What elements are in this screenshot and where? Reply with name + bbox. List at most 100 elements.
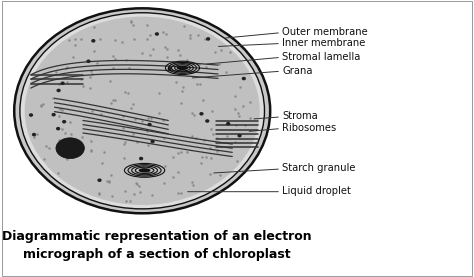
Point bbox=[195, 62, 203, 66]
Ellipse shape bbox=[97, 178, 101, 182]
Point bbox=[206, 145, 213, 150]
Point bbox=[129, 23, 137, 27]
Point bbox=[170, 175, 177, 179]
Point bbox=[58, 108, 66, 112]
Text: Grana: Grana bbox=[282, 66, 312, 76]
Ellipse shape bbox=[237, 134, 242, 137]
Point bbox=[127, 199, 134, 203]
Point bbox=[46, 145, 53, 150]
Point bbox=[236, 114, 243, 118]
Point bbox=[103, 178, 110, 183]
Point bbox=[144, 116, 152, 120]
Text: micrograph of a section of chloroplast: micrograph of a section of chloroplast bbox=[23, 248, 290, 261]
Point bbox=[77, 37, 85, 41]
Point bbox=[159, 30, 167, 34]
Point bbox=[100, 150, 108, 154]
Point bbox=[34, 132, 41, 136]
Point bbox=[223, 134, 231, 138]
Point bbox=[120, 156, 128, 160]
Point bbox=[52, 69, 60, 74]
Point bbox=[169, 155, 177, 160]
Point bbox=[111, 57, 119, 61]
Point bbox=[146, 52, 154, 57]
Ellipse shape bbox=[86, 60, 91, 63]
Point bbox=[176, 52, 183, 57]
Point bbox=[159, 118, 166, 122]
Point bbox=[95, 192, 102, 197]
Point bbox=[122, 199, 129, 204]
Ellipse shape bbox=[205, 119, 210, 123]
Point bbox=[149, 47, 157, 52]
Point bbox=[213, 136, 220, 140]
Point bbox=[202, 37, 210, 41]
Point bbox=[183, 58, 191, 62]
Point bbox=[246, 116, 254, 120]
Point bbox=[144, 143, 151, 148]
Point bbox=[121, 140, 128, 144]
Point bbox=[200, 97, 207, 102]
Point bbox=[97, 111, 104, 116]
Point bbox=[88, 148, 95, 153]
Point bbox=[56, 107, 64, 111]
Point bbox=[132, 181, 140, 185]
Point bbox=[144, 170, 152, 174]
Ellipse shape bbox=[62, 120, 66, 124]
Text: Inner membrane: Inner membrane bbox=[282, 38, 365, 48]
Point bbox=[70, 55, 77, 60]
Text: Ribosomes: Ribosomes bbox=[282, 123, 336, 133]
Point bbox=[133, 182, 140, 186]
Point bbox=[67, 132, 75, 137]
Point bbox=[86, 75, 93, 79]
Ellipse shape bbox=[56, 138, 84, 158]
Point bbox=[188, 111, 195, 116]
Point bbox=[194, 33, 202, 37]
Ellipse shape bbox=[29, 113, 33, 117]
Point bbox=[155, 111, 163, 116]
Point bbox=[71, 36, 79, 41]
Point bbox=[61, 131, 69, 136]
Point bbox=[111, 37, 118, 42]
Ellipse shape bbox=[150, 140, 155, 143]
Point bbox=[189, 183, 197, 188]
Point bbox=[198, 161, 205, 166]
Point bbox=[122, 189, 129, 194]
Point bbox=[107, 173, 115, 178]
Point bbox=[160, 180, 168, 185]
Point bbox=[146, 33, 154, 37]
Point bbox=[129, 132, 137, 137]
Point bbox=[179, 85, 187, 89]
Point bbox=[39, 101, 47, 106]
Point bbox=[63, 65, 71, 69]
Point bbox=[40, 157, 48, 161]
Point bbox=[105, 179, 112, 183]
Point bbox=[187, 32, 194, 37]
Point bbox=[77, 77, 85, 81]
Ellipse shape bbox=[155, 32, 159, 36]
Ellipse shape bbox=[56, 127, 60, 130]
Point bbox=[232, 122, 239, 127]
Point bbox=[86, 86, 94, 90]
Point bbox=[177, 101, 184, 105]
Text: Starch granule: Starch granule bbox=[282, 163, 356, 173]
Point bbox=[161, 45, 169, 50]
Point bbox=[109, 98, 117, 102]
Point bbox=[188, 180, 196, 185]
Point bbox=[89, 72, 96, 77]
Point bbox=[125, 66, 133, 70]
Ellipse shape bbox=[25, 17, 260, 205]
Point bbox=[128, 19, 135, 23]
Point bbox=[208, 156, 215, 160]
Point bbox=[173, 80, 180, 84]
Ellipse shape bbox=[61, 81, 65, 85]
Point bbox=[150, 171, 157, 175]
Point bbox=[99, 161, 106, 165]
Point bbox=[118, 40, 126, 44]
Point bbox=[58, 141, 66, 146]
Point bbox=[232, 94, 239, 98]
Ellipse shape bbox=[138, 168, 151, 173]
Point bbox=[192, 136, 200, 140]
Ellipse shape bbox=[14, 8, 270, 213]
Point bbox=[129, 101, 137, 106]
Point bbox=[37, 104, 45, 109]
Ellipse shape bbox=[242, 77, 246, 80]
